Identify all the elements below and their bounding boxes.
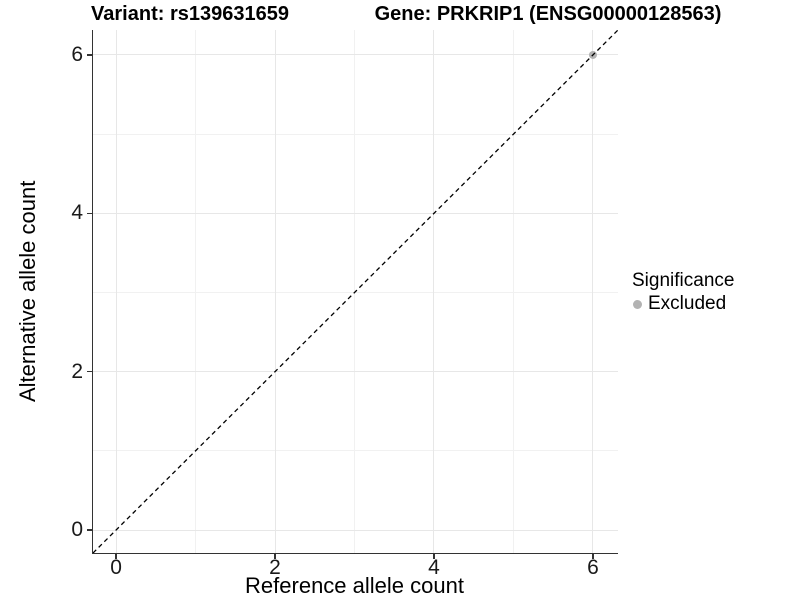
gridline-minor-horizontal [93,450,618,452]
x-tick-label: 0 [110,556,122,579]
legend: Significance Excluded [632,269,734,315]
y-tick-label: 0 [71,518,83,542]
gridline-major-vertical [433,30,435,553]
gridline-minor-vertical [354,30,355,553]
legend-entry-excluded: Excluded [632,293,734,315]
y-tick-label: 6 [71,42,83,66]
gridline-major-vertical [274,30,276,553]
gridline-major-horizontal [93,212,618,214]
gridline-major-horizontal [93,529,618,531]
gridline-minor-vertical [512,30,514,553]
gridline-major-horizontal [93,371,618,373]
gridline-minor-vertical [195,30,197,553]
legend-entry-label: Excluded [648,293,727,314]
gridline-major-vertical [592,30,594,553]
x-tick-label: 4 [428,556,440,579]
gridline-minor-horizontal [93,291,618,293]
gridline-minor-horizontal [93,133,618,135]
y-tick-label: 2 [71,359,83,383]
plot-panel: 0 2 4 6 0 2 4 6 [71,30,618,579]
x-tick-label: 2 [269,556,281,579]
identity-line [93,30,618,553]
gridline-major-vertical [115,30,117,553]
x-axis-tick [592,553,594,559]
legend-title: Significance [632,270,735,291]
x-tick-label: 6 [587,556,599,579]
gridline-major-horizontal [93,54,618,56]
x-axis-tick [433,553,435,559]
plot-title-variant: Variant: rs139631659 [91,3,289,25]
plot-canvas [93,30,618,553]
x-axis-title: Reference allele count [245,573,464,598]
y-axis-tick [87,54,93,56]
plot-title-gene: Gene: PRKRIP1 (ENSG00000128563) [374,3,722,25]
y-axis-tick [87,529,93,531]
y-axis-title: Alternative allele count [15,180,40,403]
y-axis-tick [87,370,93,373]
x-axis-tick [274,553,276,559]
x-axis-tick [115,553,117,559]
legend-point-icon [633,299,642,309]
y-axis-tick [87,212,93,215]
y-tick-label: 4 [71,201,83,225]
